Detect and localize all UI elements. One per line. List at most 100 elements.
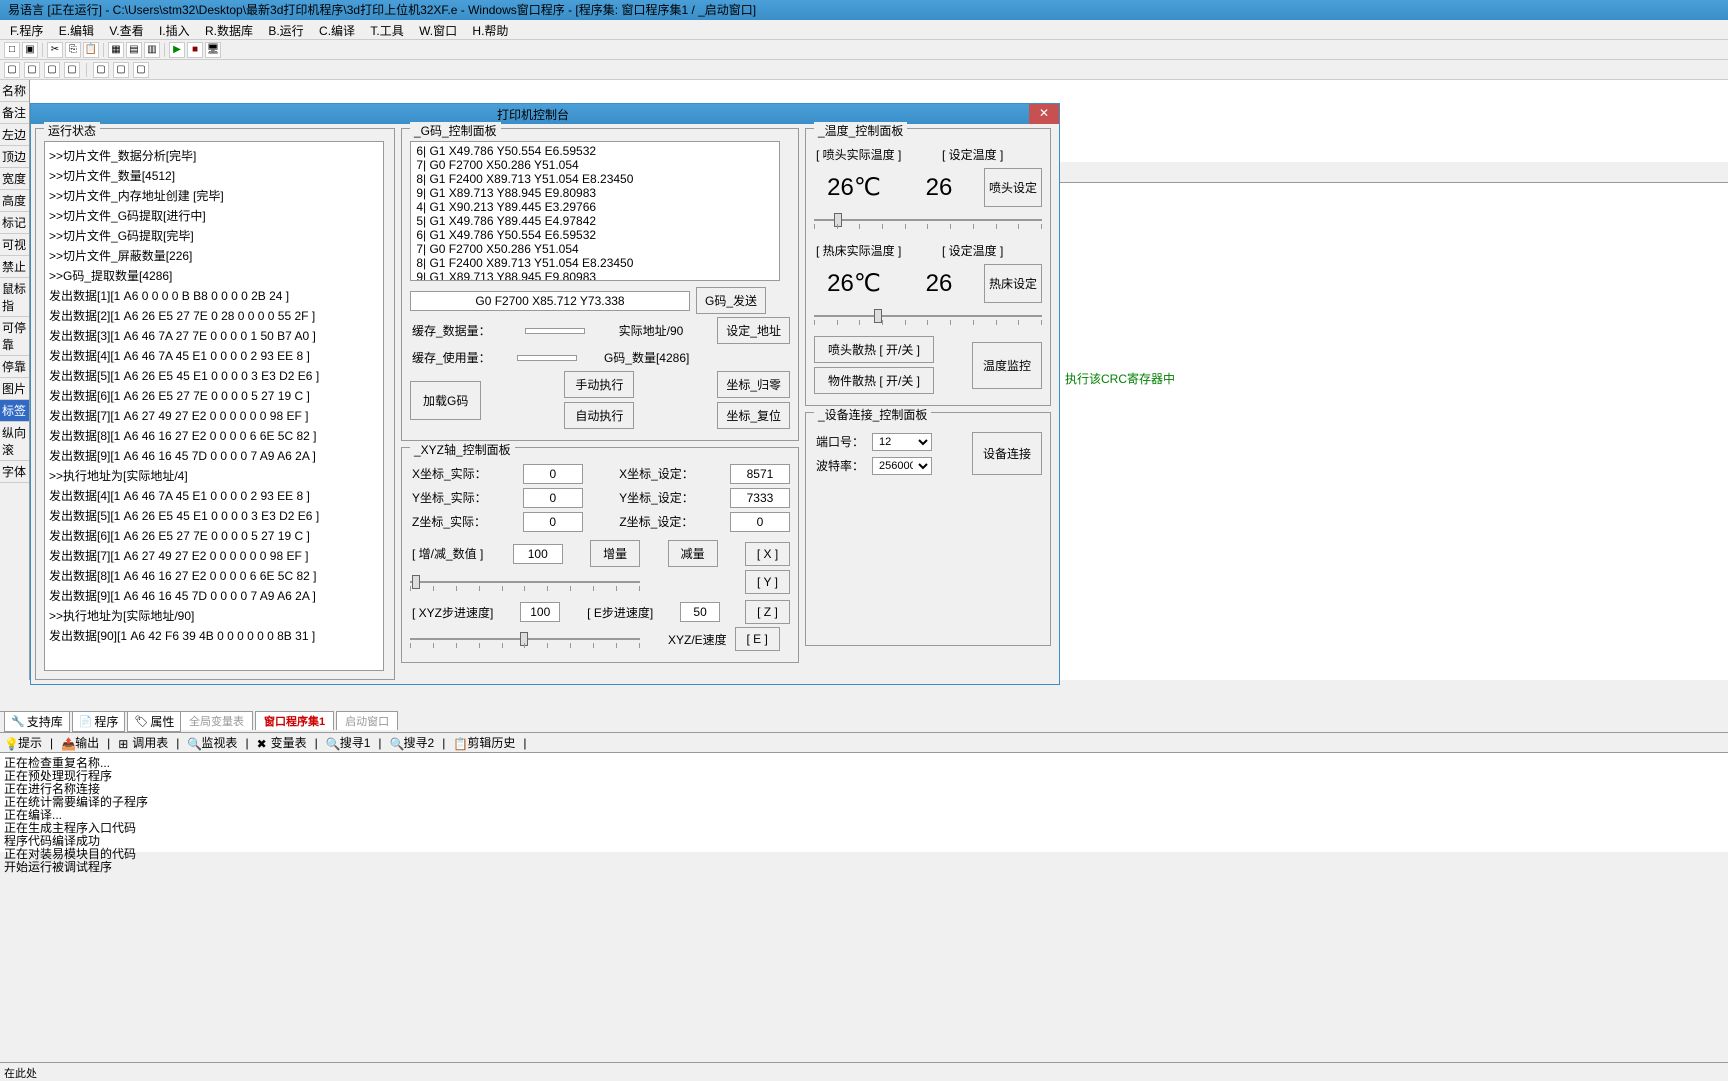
tb-monitor-icon[interactable]: 🖥 [205,42,221,58]
temp-monitor-button[interactable]: 温度监控 [972,342,1042,389]
xyz-speed-input[interactable]: 100 [520,602,560,622]
status-tabs: 💡提示 | 📤输出 | ⊞调用表 | 🔍监视表 | ✖变量表 | 🔍搜寻1 | … [0,732,1728,752]
gcode-send-button[interactable]: G码_发送 [696,287,766,314]
tb2-icon[interactable]: ▢ [4,62,20,78]
sidebar-tab[interactable]: 顶边 [0,146,29,168]
tb2-icon[interactable]: ▢ [133,62,149,78]
tb-stop-icon[interactable]: ■ [187,42,203,58]
sidebar-tab[interactable]: 停靠 [0,356,29,378]
sidebar-tab[interactable]: 标记 [0,212,29,234]
menu-compile[interactable]: C.编译 [313,20,361,41]
gcode-listing[interactable]: 6| G1 X49.786 Y50.554 E6.59532 7| G0 F27… [410,141,780,281]
step-slider[interactable] [410,572,640,592]
tab-program[interactable]: 📄 程序 [72,711,126,732]
status-hint[interactable]: 💡提示 [4,734,42,751]
manual-exec-button[interactable]: 手动执行 [564,371,634,398]
e-speed-input[interactable]: 50 [680,602,720,622]
port-select[interactable]: 12 [872,433,932,451]
run-status-log[interactable]: >>切片文件_数据分析[完毕]>>切片文件_数量[4512]>>切片文件_内存地… [44,141,384,671]
tb-grid3-icon[interactable]: ▥ [144,42,160,58]
tb-new-icon[interactable]: □ [4,42,20,58]
baud-select[interactable]: 256000 [872,457,932,475]
tab-support-lib[interactable]: 🔧 支持库 [4,711,70,732]
tab-startup-window[interactable]: 启动窗口 [336,711,398,730]
tb-cut-icon[interactable]: ✂ [47,42,63,58]
status-vars[interactable]: ✖变量表 [257,734,307,751]
status-watch[interactable]: 🔍监视表 [187,734,237,751]
inc-button[interactable]: 增量 [590,540,640,567]
bed-slider[interactable] [814,306,1042,326]
sidebar-tab[interactable]: 可停靠 [0,317,29,356]
sidebar-tab[interactable]: 标签 [0,400,29,422]
coord-home-button[interactable]: 坐标_归零 [717,371,790,398]
status-call[interactable]: ⊞调用表 [118,734,168,751]
set-addr-button[interactable]: 设定_地址 [717,317,790,344]
sidebar-tab[interactable]: 禁止 [0,256,29,278]
sidebar-tab[interactable]: 高度 [0,190,29,212]
sidebar-tab[interactable]: 纵向滚 [0,422,29,461]
tb2-icon[interactable]: ▢ [64,62,80,78]
menu-db[interactable]: R.数据库 [199,20,259,41]
z-set-label: Z坐标_设定： [617,511,695,532]
object-fan-button[interactable]: 物件散热 [ 开/关 ] [814,367,934,394]
sidebar-tab[interactable]: 图片 [0,378,29,400]
tb-copy-icon[interactable]: ⎘ [65,42,81,58]
output-line: 程序代码编译成功 [4,835,1724,848]
bed-set-temp: 26 [914,266,964,302]
tab-window-procset[interactable]: 窗口程序集1 [255,711,334,730]
sidebar-tab[interactable]: 名称 [0,80,29,102]
sidebar-tab[interactable]: 鼠标指 [0,278,29,317]
menu-view[interactable]: V.查看 [103,20,149,41]
sidebar-tab[interactable]: 宽度 [0,168,29,190]
speed-slider[interactable] [410,629,640,649]
tb2-icon[interactable]: ▢ [113,62,129,78]
status-find2[interactable]: 🔍搜寻2 [390,734,435,751]
tab-properties[interactable]: 🏷 属性 [127,711,181,732]
menu-tools[interactable]: T.工具 [364,20,409,41]
menu-help[interactable]: H.帮助 [466,20,514,41]
nozzle-slider[interactable] [814,210,1042,230]
tb2-icon[interactable]: ▢ [44,62,60,78]
close-button[interactable]: ✕ [1029,104,1059,124]
status-clip[interactable]: 📋剪辑历史 [453,734,515,751]
sidebar-tab[interactable]: 左边 [0,124,29,146]
tb-run-icon[interactable]: ▶ [169,42,185,58]
dialog-titlebar[interactable]: 打印机控制台 ✕ [31,104,1059,124]
connect-button[interactable]: 设备连接 [972,432,1042,475]
nozzle-fan-button[interactable]: 喷头散热 [ 开/关 ] [814,336,934,363]
buf-use-label: 缓存_使用量： [410,347,493,368]
tb-grid-icon[interactable]: ▦ [108,42,124,58]
e-button[interactable]: [ E ] [735,627,780,651]
sidebar-tab[interactable]: 可视 [0,234,29,256]
tb-grid2-icon[interactable]: ▤ [126,42,142,58]
gcode-current-input[interactable]: G0 F2700 X85.712 Y73.338 [410,291,690,311]
tb2-icon[interactable]: ▢ [24,62,40,78]
step-value-input[interactable]: 100 [513,544,563,564]
tb2-icon[interactable]: ▢ [93,62,109,78]
sidebar-tab[interactable]: 备注 [0,102,29,124]
bed-set-button[interactable]: 热床设定 [984,264,1042,303]
auto-exec-button[interactable]: 自动执行 [564,402,634,429]
coord-reset-button[interactable]: 坐标_复位 [717,402,790,429]
dec-button[interactable]: 减量 [668,540,718,567]
status-output[interactable]: 📤输出 [61,734,99,751]
menu-edit[interactable]: E.编辑 [53,20,100,41]
tab-global-vars[interactable]: 全局变量表 [180,711,253,730]
output-panel[interactable]: 正在检查重复名称...正在预处理现行程序正在进行名称连接正在统计需要编译的子程序… [0,752,1728,852]
menu-file[interactable]: F.程序 [4,20,49,41]
menu-window[interactable]: W.窗口 [413,20,463,41]
tb-paste-icon[interactable]: 📋 [83,42,99,58]
speed-apply-label: XYZ/E速度 [666,629,729,650]
tb-open-icon[interactable]: ▣ [22,42,38,58]
y-button[interactable]: [ Y ] [745,570,790,594]
status-find1[interactable]: 🔍搜寻1 [326,734,371,751]
output-line: 正在对装易模块目的代码 [4,848,1724,861]
z-button[interactable]: [ Z ] [745,600,790,624]
sidebar-tab[interactable]: 字体 [0,461,29,483]
menu-run[interactable]: B.运行 [262,20,309,41]
x-button[interactable]: [ X ] [745,542,790,566]
load-gcode-button[interactable]: 加载G码 [410,381,481,420]
menu-insert[interactable]: I.插入 [153,20,196,41]
nozzle-set-button[interactable]: 喷头设定 [984,168,1042,207]
gcode-title: _G码_控制面板 [410,122,501,139]
